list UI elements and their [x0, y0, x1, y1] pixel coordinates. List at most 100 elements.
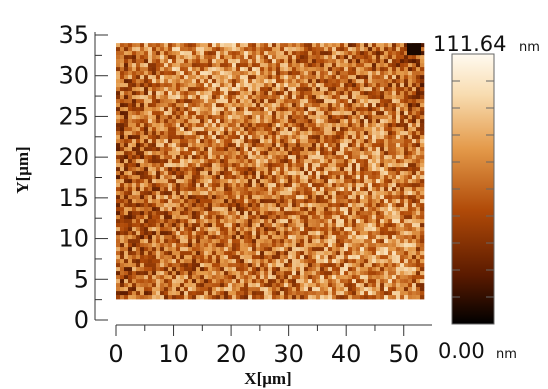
height-pixel	[228, 91, 233, 96]
height-pixel	[320, 55, 325, 60]
height-pixel	[376, 243, 381, 248]
height-pixel	[396, 263, 401, 268]
height-pixel	[332, 243, 337, 248]
height-pixel	[240, 139, 245, 144]
height-pixel	[352, 175, 357, 180]
height-pixel	[140, 183, 145, 188]
height-pixel	[280, 71, 285, 76]
height-pixel	[376, 235, 381, 240]
height-pixel	[128, 91, 133, 96]
height-pixel	[304, 171, 309, 176]
height-pixel	[276, 179, 281, 184]
height-pixel	[352, 67, 357, 72]
height-pixel	[312, 195, 317, 200]
height-pixel	[192, 115, 197, 120]
height-pixel	[372, 135, 377, 140]
height-pixel	[124, 43, 129, 48]
height-pixel	[412, 83, 417, 88]
height-pixel	[408, 187, 413, 192]
height-pixel	[168, 163, 173, 168]
height-pixel	[200, 251, 205, 256]
height-pixel	[272, 235, 277, 240]
height-pixel	[328, 59, 333, 64]
height-pixel	[312, 255, 317, 260]
height-pixel	[280, 115, 285, 120]
height-pixel	[384, 107, 389, 112]
height-pixel	[180, 191, 185, 196]
height-pixel	[144, 151, 149, 156]
height-pixel	[312, 227, 317, 232]
height-pixel	[376, 295, 381, 300]
height-pixel	[300, 119, 305, 124]
height-pixel	[280, 75, 285, 80]
height-pixel	[192, 47, 197, 52]
height-pixel	[288, 239, 293, 244]
height-pixel	[276, 195, 281, 200]
height-pixel	[328, 251, 333, 256]
height-pixel	[152, 75, 157, 80]
height-pixel	[196, 279, 201, 284]
height-pixel	[184, 243, 189, 248]
height-pixel	[340, 99, 345, 104]
height-pixel	[392, 163, 397, 168]
height-pixel	[180, 267, 185, 272]
height-pixel	[196, 287, 201, 292]
height-pixel	[288, 251, 293, 256]
height-pixel	[336, 167, 341, 172]
height-pixel	[320, 95, 325, 100]
height-pixel	[416, 247, 421, 252]
height-pixel	[356, 131, 361, 136]
height-pixel	[216, 79, 221, 84]
height-pixel	[168, 139, 173, 144]
height-pixel	[332, 67, 337, 72]
height-pixel	[252, 71, 257, 76]
height-pixel	[212, 175, 217, 180]
height-pixel	[248, 171, 253, 176]
height-pixel	[376, 251, 381, 256]
height-pixel	[396, 123, 401, 128]
height-pixel	[212, 91, 217, 96]
height-pixel	[204, 183, 209, 188]
height-pixel	[372, 183, 377, 188]
height-pixel	[148, 159, 153, 164]
height-pixel	[400, 131, 405, 136]
height-pixel	[388, 175, 393, 180]
height-pixel	[124, 115, 129, 120]
height-pixel	[120, 279, 125, 284]
height-pixel	[344, 143, 349, 148]
height-pixel	[280, 215, 285, 220]
height-pixel	[188, 195, 193, 200]
height-pixel	[404, 51, 409, 56]
height-pixel	[408, 255, 413, 260]
height-pixel	[208, 195, 213, 200]
height-pixel	[136, 203, 141, 208]
height-pixel	[160, 179, 165, 184]
height-pixel	[196, 131, 201, 136]
height-pixel	[376, 171, 381, 176]
height-pixel	[176, 103, 181, 108]
height-pixel	[332, 111, 337, 116]
height-pixel	[184, 191, 189, 196]
height-pixel	[200, 239, 205, 244]
height-pixel	[316, 155, 321, 160]
height-pixel	[304, 239, 309, 244]
height-pixel	[320, 111, 325, 116]
height-pixel	[232, 179, 237, 184]
height-pixel	[136, 191, 141, 196]
height-pixel	[212, 191, 217, 196]
height-pixel	[292, 239, 297, 244]
height-pixel	[396, 271, 401, 276]
x-tick-label: 10	[158, 340, 189, 368]
height-pixel	[384, 295, 389, 300]
height-pixel	[196, 175, 201, 180]
height-pixel	[132, 91, 137, 96]
height-pixel	[132, 107, 137, 112]
height-pixel	[220, 43, 225, 48]
height-pixel	[216, 119, 221, 124]
height-pixel	[252, 227, 257, 232]
height-pixel	[244, 203, 249, 208]
height-pixel	[328, 103, 333, 108]
height-pixel	[348, 107, 353, 112]
height-pixel	[304, 279, 309, 284]
height-pixel	[168, 295, 173, 300]
